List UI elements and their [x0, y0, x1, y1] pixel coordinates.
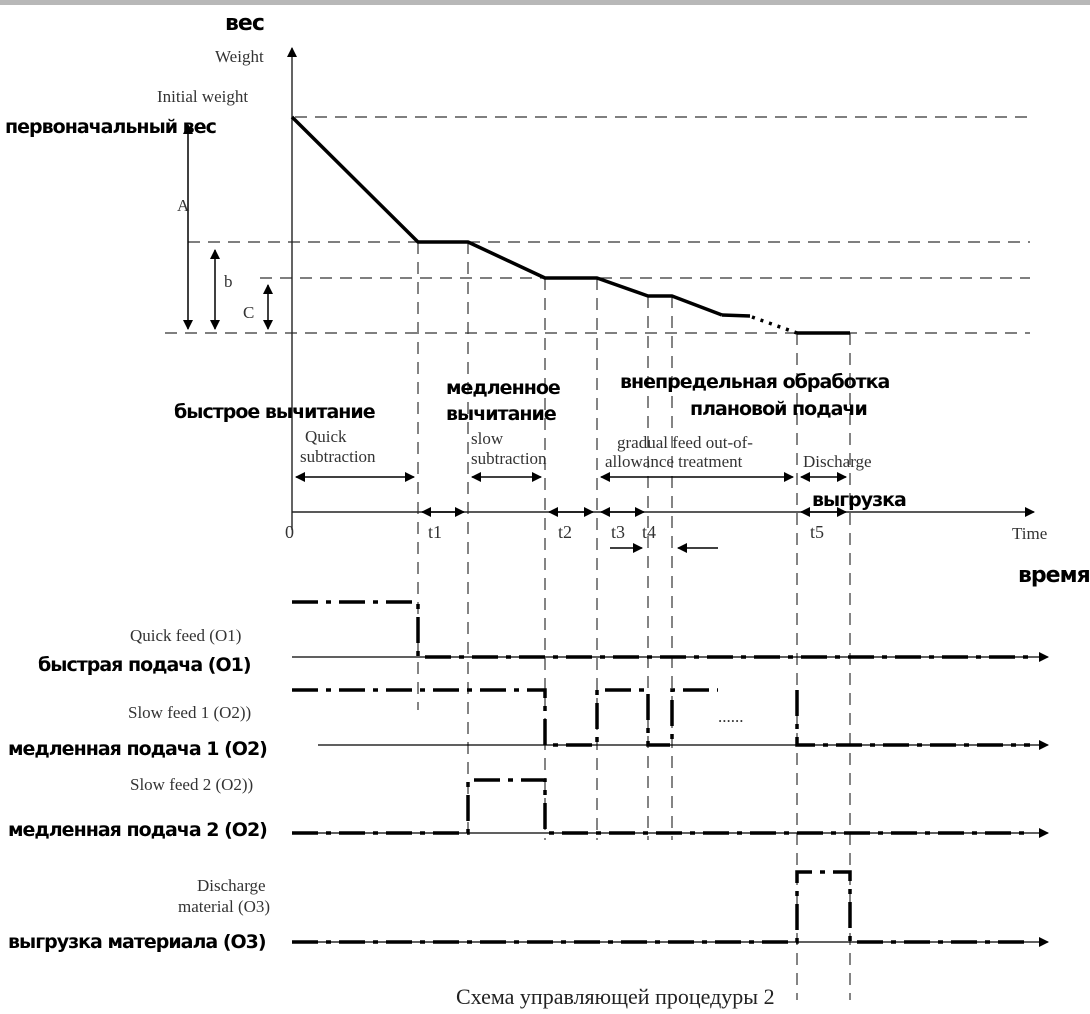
y-axis-label-ru: вес [225, 11, 264, 36]
slow-feed1-signal-b [795, 690, 1030, 747]
discharge-material-label-ru: выгрузка материала (O3) [8, 931, 266, 953]
discharge-material-label-en-1: Discharge [197, 876, 266, 895]
slow-phase-label-ru-2: вычитание [446, 403, 556, 425]
top-border [0, 0, 1090, 5]
dimension-b-label: b [224, 272, 233, 291]
slow-phase-label-ru-1: медленное [446, 377, 560, 399]
gradual-phase-label-en-2: allowance treatment [605, 452, 743, 471]
initial-weight-label-en: Initial weight [157, 87, 248, 106]
quick-feed-label-en: Quick feed (O1) [130, 626, 241, 645]
dimension-a-label: A [177, 196, 190, 215]
quick-feed-signal [292, 600, 1030, 659]
gradual-phase-label-ru-1: внепредельная обработка [620, 371, 890, 393]
slow-feed1-label-ru: медленная подача 1 (O2) [8, 738, 267, 760]
weight-curve-dash [721, 313, 751, 318]
gradual-phase-label-ru-2: плановой подачи [690, 398, 867, 420]
discharge-phase-label-ru: выгрузка [812, 489, 906, 511]
time-mark-t4: t4 [642, 522, 656, 542]
initial-weight-label-ru: первоначальный вес [5, 116, 216, 138]
slow-phase-label-en-1: slow [471, 429, 504, 448]
time-mark-t5: t5 [810, 522, 824, 542]
discharge-phase-label-en: Discharge [803, 452, 872, 471]
discharge-signal [292, 870, 1030, 944]
x-axis-label-ru: время [1018, 563, 1090, 588]
slow-feed2-signal [292, 778, 1030, 835]
quick-phase-label-ru: быстрое вычитание [174, 401, 375, 423]
time-mark-t1: t1 [428, 522, 442, 542]
quick-phase-label-en-2: subtraction [300, 447, 376, 466]
x-axis-label-en: Time [1012, 524, 1047, 543]
time-mark-t3: t3 [611, 522, 625, 542]
weight-curve [290, 115, 723, 317]
discharge-material-label-en-2: material (O3) [178, 897, 270, 916]
slow-feed2-label-ru: медленная подача 2 (O2) [8, 819, 267, 841]
slow-feed1-signal-a [292, 688, 718, 747]
dimension-c-label: C [243, 303, 254, 322]
slow-feed1-ellipsis: ...... [718, 707, 744, 726]
quick-phase-label-en-1: Quick [305, 427, 347, 446]
origin-label: 0 [285, 522, 294, 542]
y-axis-label-en: Weight [215, 47, 264, 66]
quick-feed-label-ru: быстрая подача (O1) [38, 654, 251, 676]
slow-feed1-label-en: Slow feed 1 (O2)) [128, 703, 251, 722]
diagram-caption: Схема управляющей процедуры 2 [456, 984, 775, 1009]
slow-phase-label-en-2: subtraction [471, 449, 547, 468]
time-mark-t2: t2 [558, 522, 572, 542]
weight-curve-dotted [751, 315, 798, 335]
gradual-phase-label-en-1: gradual feed out-of- [617, 433, 753, 452]
slow-feed2-label-en: Slow feed 2 (O2)) [130, 775, 253, 794]
